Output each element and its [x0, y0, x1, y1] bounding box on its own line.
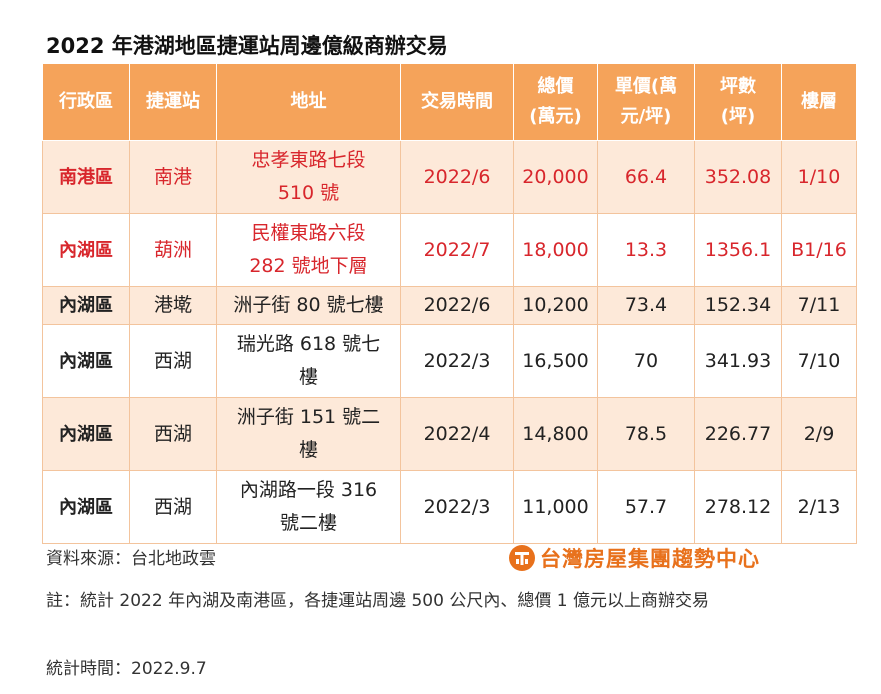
- cell-area: 152.34: [694, 286, 782, 325]
- cell-unit-price: 78.5: [597, 397, 695, 471]
- table-row: 內湖區 港墘 洲子街 80 號七樓 2022/6 10,200 73.4 152…: [42, 286, 857, 325]
- cell-address: 洲子街 80 號七樓: [216, 286, 401, 325]
- cell-station: 西湖: [129, 397, 217, 471]
- cell-district: 內湖區: [42, 397, 130, 471]
- transactions-table: 行政區 捷運站 地址 交易時間 總價 (萬元) 單價(萬 元/坪) 坪數 (坪) 樓層…: [42, 63, 857, 544]
- header-floor: 樓層: [781, 63, 857, 141]
- cell-area: 1356.1: [694, 213, 782, 287]
- cell-total-price: 18,000: [513, 213, 598, 287]
- header-unit-price: 單價(萬 元/坪): [597, 63, 695, 141]
- cell-date: 2022/6: [400, 286, 514, 325]
- cell-address: 內湖路一段 316 號二樓: [216, 470, 401, 544]
- page-title: 2022 年港湖地區捷運站周邊億級商辦交易: [46, 34, 448, 58]
- cell-total-price: 10,200: [513, 286, 598, 325]
- cell-district: 南港區: [42, 140, 130, 214]
- header-station: 捷運站: [129, 63, 217, 141]
- cell-floor: 7/10: [781, 324, 857, 398]
- table-row: 內湖區 葫洲 民權東路六段 282 號地下層 2022/7 18,000 13.3…: [42, 213, 857, 287]
- cell-address: 民權東路六段 282 號地下層: [216, 213, 401, 287]
- cell-unit-price: 66.4: [597, 140, 695, 214]
- cell-total-price: 16,500: [513, 324, 598, 398]
- cell-area: 278.12: [694, 470, 782, 544]
- cell-unit-price: 70: [597, 324, 695, 398]
- cell-floor: 2/9: [781, 397, 857, 471]
- table-row: 內湖區 西湖 洲子街 151 號二樓 2022/4 14,800 78.5 22…: [42, 397, 857, 471]
- cell-floor: 7/11: [781, 286, 857, 325]
- header-address: 地址: [216, 63, 401, 141]
- cell-floor: 2/13: [781, 470, 857, 544]
- cell-district: 內湖區: [42, 324, 130, 398]
- cell-date: 2022/3: [400, 470, 514, 544]
- cell-date: 2022/7: [400, 213, 514, 287]
- cell-area: 226.77: [694, 397, 782, 471]
- cell-floor: B1/16: [781, 213, 857, 287]
- brand-logo: 台灣房屋集團趨勢中心: [509, 543, 760, 573]
- cell-total-price: 20,000: [513, 140, 598, 214]
- data-source: 資料來源：台北地政雲: [46, 549, 216, 569]
- cell-district: 內湖區: [42, 286, 130, 325]
- cell-area: 352.08: [694, 140, 782, 214]
- header-district: 行政區: [42, 63, 130, 141]
- cell-station: 西湖: [129, 470, 217, 544]
- cell-unit-price: 57.7: [597, 470, 695, 544]
- header-area: 坪數 (坪): [694, 63, 782, 141]
- footnote: 註：統計 2022 年內湖及南港區，各捷運站周邊 500 公尺內、總價 1 億元…: [46, 591, 709, 611]
- cell-total-price: 11,000: [513, 470, 598, 544]
- cell-date: 2022/6: [400, 140, 514, 214]
- cell-floor: 1/10: [781, 140, 857, 214]
- statistics-date: 統計時間：2022.9.7: [46, 659, 207, 679]
- cell-unit-price: 73.4: [597, 286, 695, 325]
- cell-area: 341.93: [694, 324, 782, 398]
- table-row: 內湖區 西湖 瑞光路 618 號七樓 2022/3 16,500 70 341.…: [42, 324, 857, 398]
- cell-station: 南港: [129, 140, 217, 214]
- header-total-price: 總價 (萬元): [513, 63, 598, 141]
- table-row: 內湖區 西湖 內湖路一段 316 號二樓 2022/3 11,000 57.7 2…: [42, 470, 857, 544]
- table-row: 南港區 南港 忠孝東路七段 510 號 2022/6 20,000 66.4 35…: [42, 140, 857, 214]
- cell-district: 內湖區: [42, 213, 130, 287]
- table-header-row: 行政區 捷運站 地址 交易時間 總價 (萬元) 單價(萬 元/坪) 坪數 (坪) 樓層: [42, 63, 857, 141]
- taiwan-realty-logo-icon: [509, 545, 535, 571]
- cell-date: 2022/4: [400, 397, 514, 471]
- cell-station: 葫洲: [129, 213, 217, 287]
- brand-name: 台灣房屋集團趨勢中心: [540, 547, 760, 571]
- header-date: 交易時間: [400, 63, 514, 141]
- cell-address: 忠孝東路七段 510 號: [216, 140, 401, 214]
- cell-station: 港墘: [129, 286, 217, 325]
- cell-total-price: 14,800: [513, 397, 598, 471]
- cell-district: 內湖區: [42, 470, 130, 544]
- cell-address: 洲子街 151 號二樓: [216, 397, 401, 471]
- cell-unit-price: 13.3: [597, 213, 695, 287]
- cell-address: 瑞光路 618 號七樓: [216, 324, 401, 398]
- cell-date: 2022/3: [400, 324, 514, 398]
- cell-station: 西湖: [129, 324, 217, 398]
